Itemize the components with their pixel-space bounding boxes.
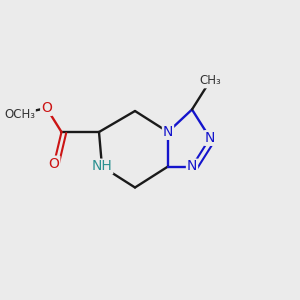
Text: N: N [205,131,215,145]
Text: O: O [41,101,52,115]
Text: N: N [163,125,173,139]
Text: CH₃: CH₃ [199,74,221,88]
Text: OCH₃: OCH₃ [4,107,35,121]
Text: N: N [187,160,197,173]
Text: NH: NH [92,160,112,173]
Text: O: O [49,157,59,170]
